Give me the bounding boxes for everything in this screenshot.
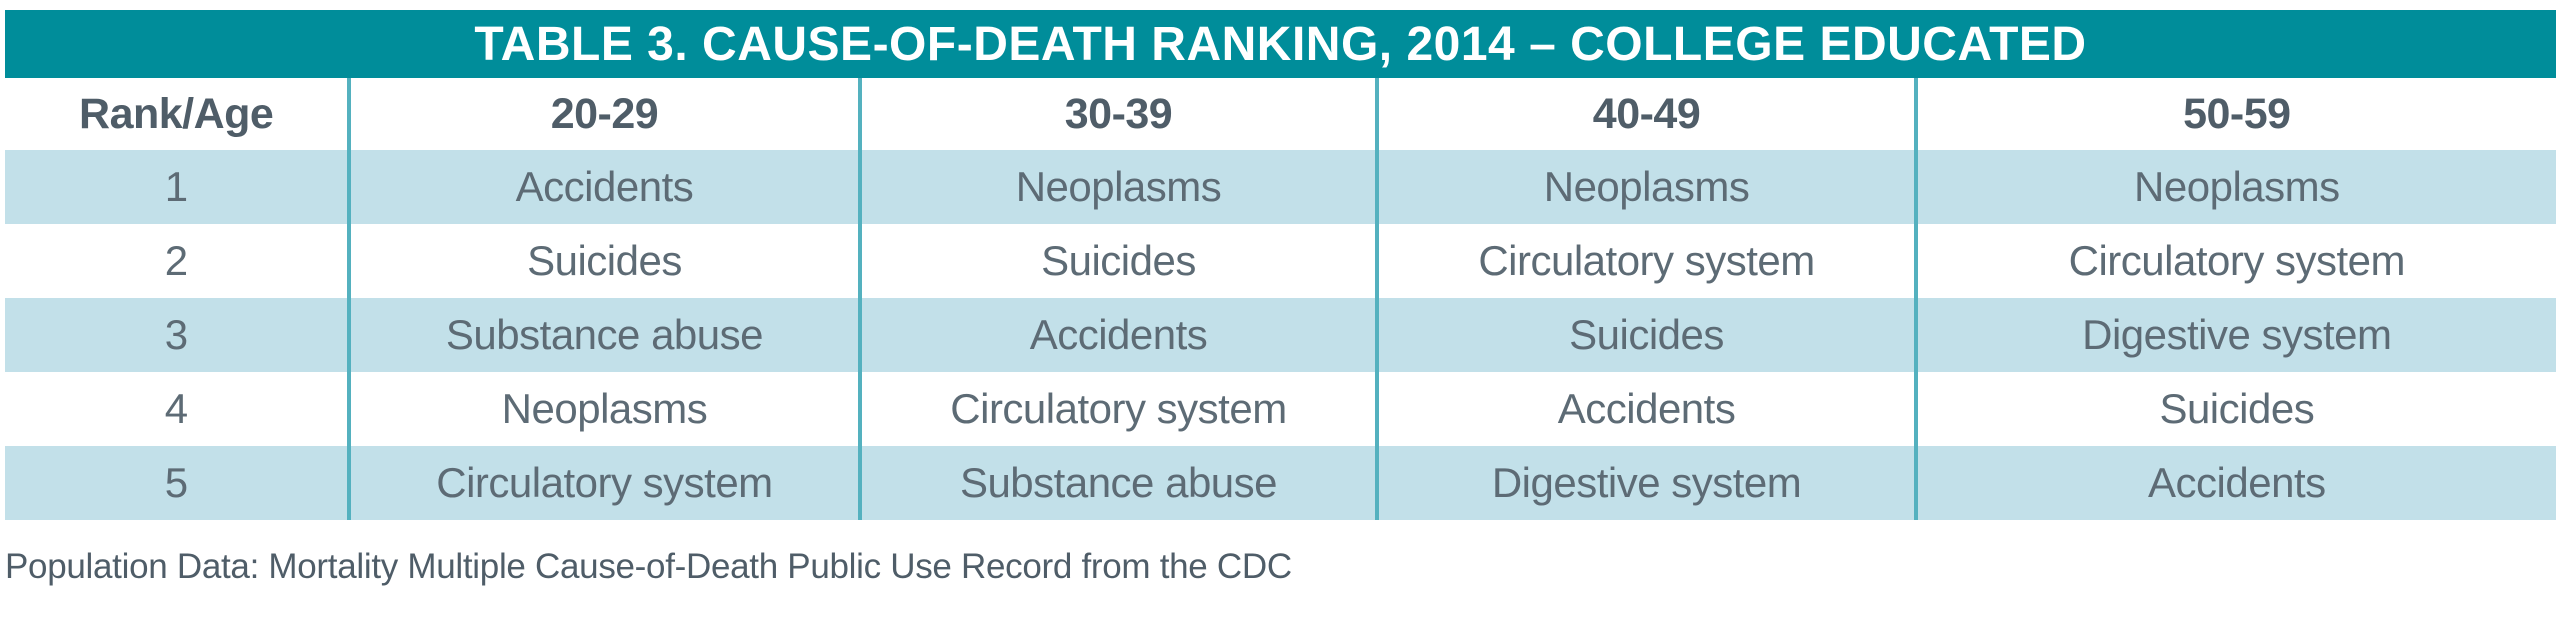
table-cell: Suicides [347, 224, 860, 298]
column-header-rank-age: Rank/Age [5, 78, 350, 150]
table-cell: Circulatory system [857, 372, 1378, 446]
column-header-40-49: 40-49 [1375, 78, 1916, 150]
table-cell: Accidents [857, 298, 1378, 372]
rank-cell: 4 [164, 385, 188, 432]
table-cell: Neoplasms [347, 372, 860, 446]
cause-of-death-table: Rank/Age 20-29 30-39 40-49 50-59 1 Accid… [5, 78, 2556, 520]
column-header-20-29: 20-29 [347, 78, 860, 150]
rank-cell: 5 [164, 459, 188, 506]
header-row: Rank/Age 20-29 30-39 40-49 50-59 [5, 78, 2556, 150]
table-cell: Accidents [1913, 446, 2556, 520]
table-cell: Accidents [347, 150, 860, 224]
table-cell: Circulatory system [1913, 224, 2556, 298]
table-title-bar: TABLE 3. CAUSE-OF-DEATH RANKING, 2014 – … [5, 10, 2556, 78]
table-cell: Circulatory system [1375, 224, 1916, 298]
table-cell: Neoplasms [1913, 150, 2556, 224]
table-cell: Digestive system [1913, 298, 2556, 372]
table-cell: Suicides [1913, 372, 2556, 446]
table-cell: Digestive system [1375, 446, 1916, 520]
table-cell: Substance abuse [857, 446, 1378, 520]
table-cell: Substance abuse [347, 298, 860, 372]
table-cell: Suicides [1375, 298, 1916, 372]
table-cell: Suicides [857, 224, 1378, 298]
rank-cell: 2 [164, 237, 188, 284]
rank-cell: 3 [164, 311, 188, 358]
table-row-rank-1: 1 Accidents Neoplasms Neoplasms Neoplasm… [5, 150, 2556, 224]
table-title: TABLE 3. CAUSE-OF-DEATH RANKING, 2014 – … [474, 17, 2087, 71]
table-cell: Neoplasms [1375, 150, 1916, 224]
table-cell: Neoplasms [857, 150, 1378, 224]
table-cell: Circulatory system [347, 446, 860, 520]
table-cell: Accidents [1375, 372, 1916, 446]
table-figure: TABLE 3. CAUSE-OF-DEATH RANKING, 2014 – … [5, 10, 2556, 587]
table-row-rank-4: 4 Neoplasms Circulatory system Accidents… [5, 372, 2556, 446]
rank-cell: 1 [164, 163, 188, 210]
column-header-30-39: 30-39 [857, 78, 1378, 150]
table-row-rank-2: 2 Suicides Suicides Circulatory system C… [5, 224, 2556, 298]
source-footnote: Population Data: Mortality Multiple Caus… [5, 547, 1292, 586]
table-row-rank-5: 5 Circulatory system Substance abuse Dig… [5, 446, 2556, 520]
table-row-rank-3: 3 Substance abuse Accidents Suicides Dig… [5, 298, 2556, 372]
column-header-50-59: 50-59 [1913, 78, 2556, 150]
